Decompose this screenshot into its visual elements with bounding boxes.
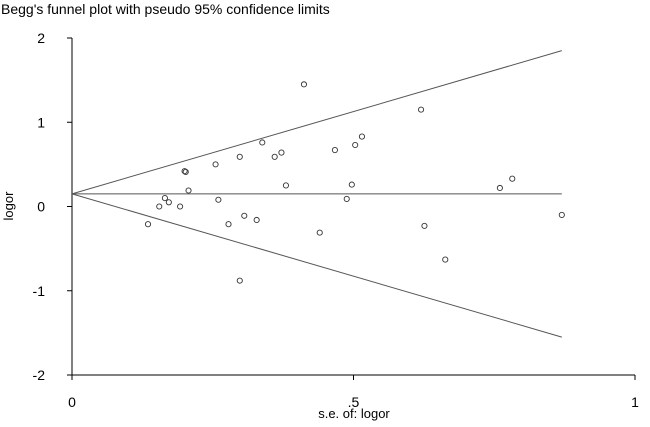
data-point [259, 139, 266, 146]
data-point [343, 195, 350, 202]
y-tick-label: 2 [37, 30, 45, 46]
data-point [352, 141, 359, 149]
axes: 2 1 0 -1 -2 0 .5 1 [33, 30, 640, 410]
x-tick-label: 0 [68, 394, 76, 410]
chart-title: Begg's funnel plot with pseudo 95% confi… [1, 1, 330, 17]
x-tick-label: .5 [348, 394, 360, 410]
data-point [496, 184, 503, 192]
y-axis-label: logor [1, 191, 16, 221]
y-tick-label: -1 [33, 283, 46, 299]
data-point [271, 153, 278, 160]
data-point [177, 203, 184, 210]
data-point [161, 195, 168, 202]
data-point [278, 149, 285, 156]
data-point [282, 182, 289, 189]
data-point [236, 153, 243, 160]
y-tick-label: 1 [37, 114, 45, 130]
data-point [212, 161, 219, 168]
data-point [421, 222, 428, 229]
lower-limit-line [71, 193, 562, 338]
data-point [185, 187, 192, 194]
data-points [144, 81, 565, 284]
reference-lines [71, 50, 562, 338]
data-point [182, 168, 189, 176]
data-point [165, 199, 172, 206]
data-point [558, 211, 565, 218]
data-point [144, 221, 152, 228]
data-point [156, 203, 163, 210]
data-point [331, 147, 338, 154]
data-point [253, 216, 260, 224]
data-point [241, 212, 248, 219]
data-point [236, 277, 243, 284]
data-point [442, 256, 449, 263]
y-tick-label: -2 [33, 367, 46, 383]
data-point [215, 196, 222, 203]
data-point [181, 168, 188, 175]
data-point [358, 133, 365, 140]
upper-limit-line [71, 50, 562, 195]
data-point [316, 229, 323, 236]
x-tick-label: 1 [631, 394, 639, 410]
data-point [509, 175, 516, 182]
data-point [348, 181, 355, 188]
data-point [225, 221, 232, 228]
data-point [418, 106, 425, 113]
data-point [300, 81, 308, 88]
x-axis-label: s.e. of: logor [318, 406, 390, 421]
y-tick-label: 0 [37, 199, 45, 215]
